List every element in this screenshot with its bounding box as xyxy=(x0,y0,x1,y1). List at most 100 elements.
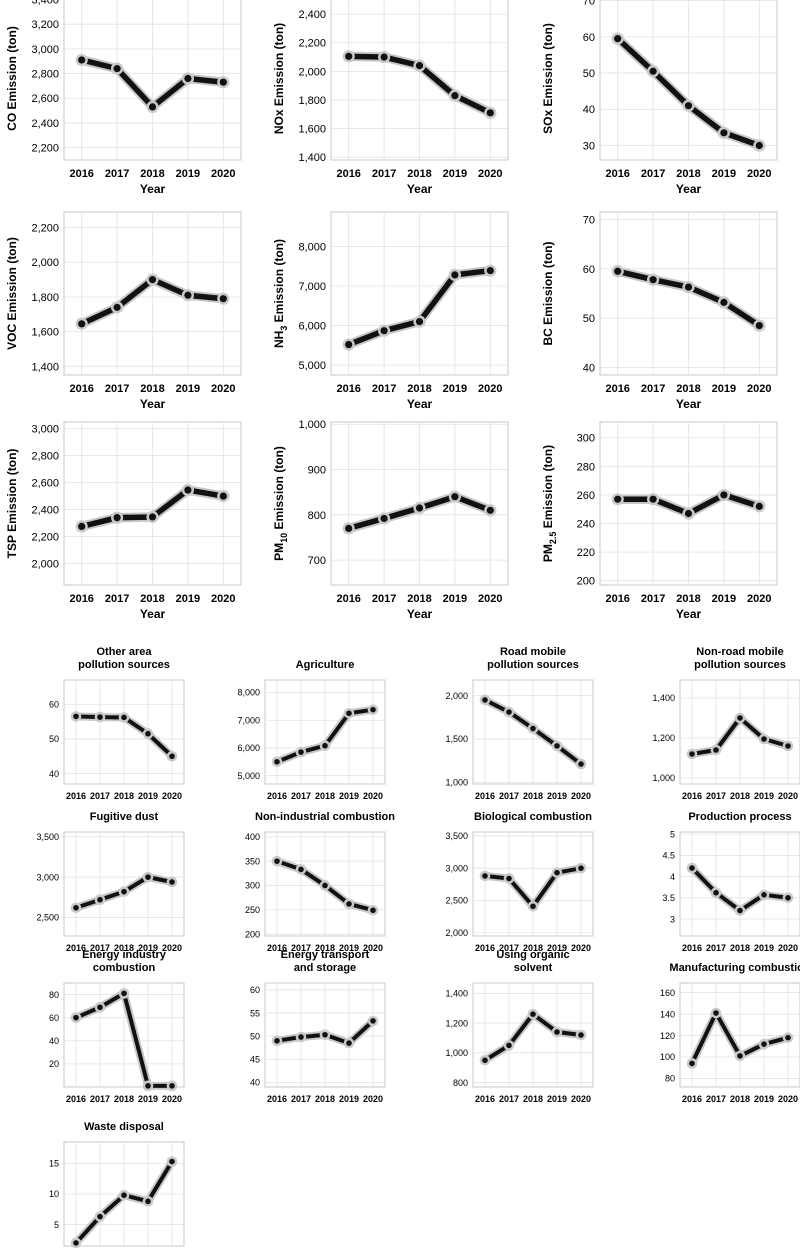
data-point xyxy=(578,865,584,871)
data-point xyxy=(737,715,743,721)
data-point xyxy=(113,514,121,522)
y-tick-label: 5 xyxy=(54,1220,59,1230)
x-tick-label: 2016 xyxy=(267,791,287,801)
y-axis-label: NH3 Emission (ton) xyxy=(272,239,289,348)
y-tick-label: 200 xyxy=(245,929,260,939)
y-tick-label: 100 xyxy=(660,1052,675,1062)
chart-title: and storage xyxy=(294,962,356,974)
y-tick-label: 4 xyxy=(670,872,675,882)
y-tick-label: 120 xyxy=(660,1031,675,1041)
y-axis-label: CO Emission (ton) xyxy=(5,26,19,131)
data-point xyxy=(554,869,560,876)
y-axis-label-rest: Emission (ton) xyxy=(541,445,555,532)
x-tick-label: 2016 xyxy=(267,1094,287,1104)
x-tick-label: 2016 xyxy=(267,943,287,953)
x-tick-label: 2016 xyxy=(66,1094,86,1104)
x-tick-label: 2016 xyxy=(69,168,93,180)
y-axis-label-subscript: 3 xyxy=(279,326,289,331)
chart-title: Non-road mobile xyxy=(696,646,783,658)
x-tick-label: 2019 xyxy=(176,168,200,180)
x-tick-label: 2018 xyxy=(523,791,543,801)
chart-title: Production process xyxy=(688,811,791,823)
y-tick-label: 5,000 xyxy=(237,771,260,781)
data-point xyxy=(345,524,353,533)
data-point xyxy=(684,283,693,291)
y-tick-label: 5,000 xyxy=(298,360,326,372)
x-tick-label: 2019 xyxy=(339,943,359,953)
chart-7: 700 800 900 1,000 2016 2017 2018 2019 2020 Year PM… xyxy=(272,419,509,621)
y-tick-label: 2,400 xyxy=(298,9,326,21)
y-axis-label: TSP Emission (ton) xyxy=(5,449,19,559)
y-tick-label: 50 xyxy=(250,1031,260,1041)
chart-title: Fugitive dust xyxy=(90,811,159,823)
x-tick-label: 2016 xyxy=(682,943,702,953)
x-tick-label: 2018 xyxy=(407,168,431,180)
data-point xyxy=(684,102,693,110)
y-tick-label: 3,500 xyxy=(36,832,59,842)
chart-13: 2,500 3,000 3,500 2016 2017 2018 2019 2020 Fugit… xyxy=(36,811,185,953)
y-tick-label: 70 xyxy=(583,214,595,226)
data-point xyxy=(530,725,536,732)
y-tick-label: 2,200 xyxy=(31,143,59,155)
data-point xyxy=(649,495,657,503)
x-tick-label: 2017 xyxy=(291,791,311,801)
y-tick-label: 3.5 xyxy=(662,893,675,903)
data-point xyxy=(506,875,512,882)
chart-title: pollution sources xyxy=(78,659,170,671)
x-tick-label: 2016 xyxy=(475,943,495,953)
data-point xyxy=(148,103,157,111)
x-tick-label: 2017 xyxy=(372,593,396,605)
x-tick-label: 2019 xyxy=(176,383,200,395)
x-tick-label: 2020 xyxy=(747,593,771,605)
y-tick-label: 2,400 xyxy=(31,118,59,130)
chart-12: 1,000 1,200 1,400 2016 2017 2018 2019 2020 Non-r… xyxy=(652,646,800,801)
x-tick-label: 2020 xyxy=(478,593,502,605)
y-axis-label-main: PM xyxy=(541,544,555,562)
data-point xyxy=(73,1014,79,1021)
data-point xyxy=(530,1011,536,1017)
y-tick-label: 350 xyxy=(245,856,260,866)
y-tick-label: 3,200 xyxy=(31,19,59,31)
chart-title: Waste disposal xyxy=(84,1121,164,1133)
x-axis-label: Year xyxy=(407,397,433,411)
x-axis-label: Year xyxy=(140,182,166,196)
chart-title: solvent xyxy=(514,962,553,974)
x-tick-label: 2019 xyxy=(339,1094,359,1104)
y-tick-label: 160 xyxy=(660,988,675,998)
data-point xyxy=(578,1032,584,1038)
data-point xyxy=(737,1053,743,1059)
y-tick-label: 800 xyxy=(308,510,326,522)
y-tick-label: 1,600 xyxy=(298,124,326,136)
x-tick-label: 2017 xyxy=(105,168,129,180)
x-tick-label: 2018 xyxy=(315,1094,335,1104)
x-tick-label: 2018 xyxy=(315,791,335,801)
chart-21: 5101520162017201820192020Waste disposal xyxy=(49,1121,185,1249)
x-tick-label: 2018 xyxy=(140,168,164,180)
x-tick-label: 2020 xyxy=(571,943,591,953)
y-tick-label: 2,200 xyxy=(298,38,326,50)
data-point xyxy=(169,1083,175,1089)
y-tick-label: 1,200 xyxy=(652,733,675,743)
y-tick-label: 140 xyxy=(660,1009,675,1019)
chart-title: Non-industrial combustion xyxy=(255,811,395,823)
y-tick-label: 8,000 xyxy=(237,688,260,698)
y-axis-label-subscript: 2.5 xyxy=(548,532,558,545)
chart-title: Biological combustion xyxy=(474,811,592,823)
data-point xyxy=(298,866,304,873)
y-tick-label: 200 xyxy=(577,576,595,588)
y-axis-label-subscript: 10 xyxy=(279,533,289,543)
y-tick-label: 20 xyxy=(49,1059,59,1069)
data-point xyxy=(755,502,763,510)
x-tick-label: 2017 xyxy=(499,1094,519,1104)
chart-title: Road mobile xyxy=(500,646,566,658)
x-tick-label: 2017 xyxy=(372,383,396,395)
x-tick-label: 2016 xyxy=(66,791,86,801)
x-axis-label: Year xyxy=(140,397,166,411)
x-tick-label: 2018 xyxy=(140,383,164,395)
x-tick-label: 2019 xyxy=(443,383,467,395)
x-tick-label: 2018 xyxy=(523,943,543,953)
data-point xyxy=(121,888,127,895)
chart-8: 200 220 240 260 280 300 2016 2017 2018 2019 2020 Ye… xyxy=(541,421,778,621)
data-point xyxy=(578,761,584,767)
x-tick-label: 2020 xyxy=(571,1094,591,1104)
